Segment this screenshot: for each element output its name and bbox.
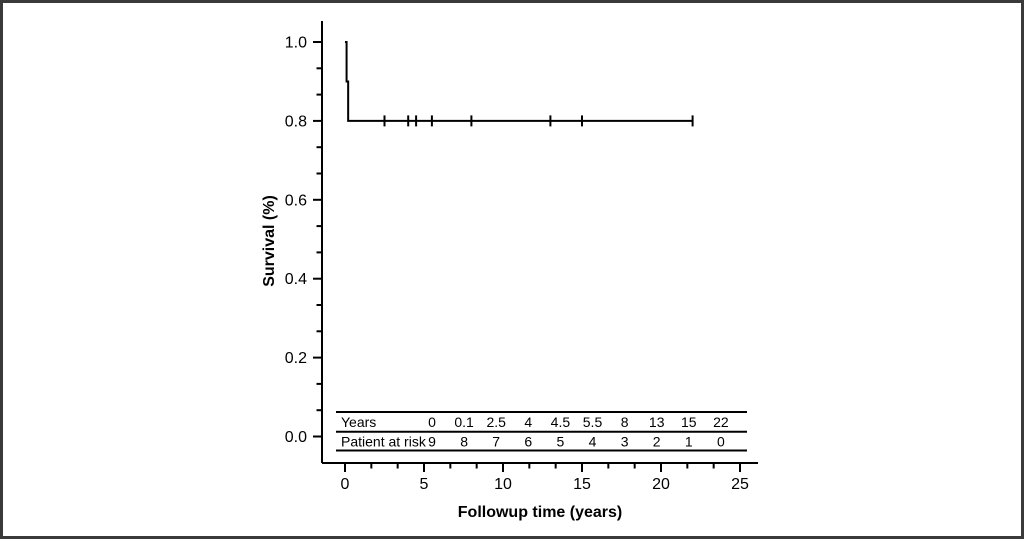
risk-table-value: 4 [589, 434, 597, 450]
risk-table-value: 0 [717, 434, 725, 450]
y-tick-label: 1.0 [285, 35, 307, 52]
risk-table-value: 1 [685, 434, 693, 450]
risk-table-value: 15 [681, 414, 697, 430]
risk-table-row-label: Patient at risk [341, 434, 427, 450]
risk-table-value: 2 [653, 434, 661, 450]
y-axis-title: Survival (%) [261, 195, 278, 287]
risk-table-row-label: Years [341, 414, 376, 430]
risk-table-value: 5.5 [583, 414, 603, 430]
x-tick-label: 15 [573, 476, 591, 493]
risk-table-value: 13 [649, 414, 665, 430]
y-tick-label: 0.2 [285, 350, 307, 367]
risk-table-value: 3 [621, 434, 629, 450]
x-tick-label: 0 [341, 476, 350, 493]
y-tick-label: 0.6 [285, 192, 307, 209]
risk-table-value: 7 [492, 434, 500, 450]
x-axis-title: Followup time (years) [457, 504, 623, 521]
risk-table-value: 9 [428, 434, 436, 450]
x-tick-label: 25 [731, 476, 749, 493]
y-tick-label: 0.4 [285, 271, 307, 288]
risk-table-value: 5 [557, 434, 565, 450]
risk-table-value: 4.5 [551, 414, 571, 430]
risk-table-value: 0 [428, 414, 436, 430]
risk-table-value: 4 [524, 414, 532, 430]
risk-table-value: 2.5 [486, 414, 506, 430]
y-tick-label: 0.0 [285, 429, 307, 446]
x-tick-label: 10 [494, 476, 512, 493]
y-tick-label: 0.8 [285, 113, 307, 130]
risk-table-value: 0.1 [454, 414, 474, 430]
risk-table-value: 6 [524, 434, 532, 450]
survival-curve [345, 41, 693, 122]
x-tick-label: 5 [420, 476, 429, 493]
risk-table-value: 22 [713, 414, 729, 430]
risk-table-value: 8 [621, 414, 629, 430]
risk-table-value: 8 [460, 434, 468, 450]
x-tick-label: 20 [652, 476, 670, 493]
